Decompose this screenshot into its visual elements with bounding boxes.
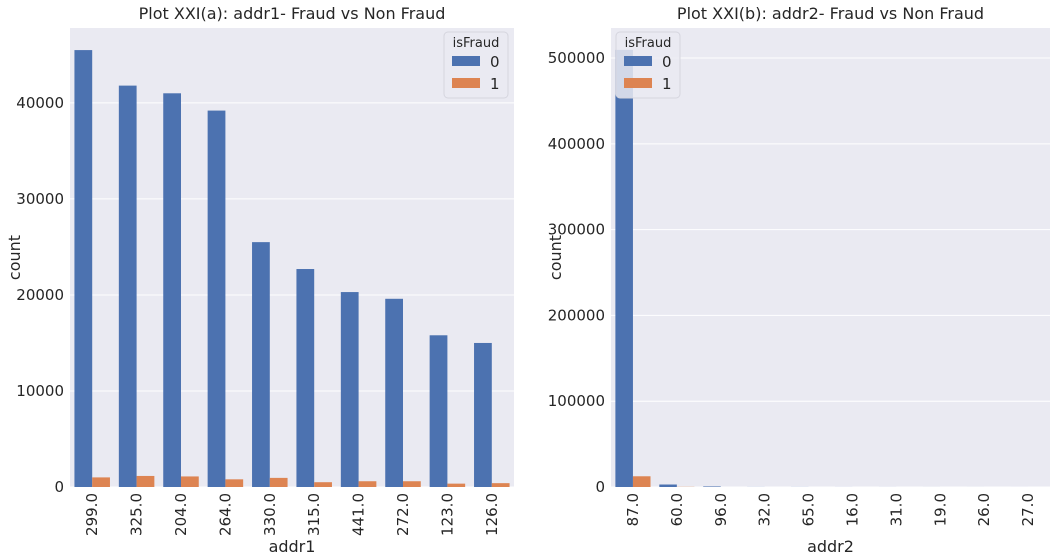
y-tick-label: 200000 bbox=[548, 306, 605, 324]
x-tick-label: 315.0 bbox=[305, 493, 323, 536]
y-axis-label: count bbox=[546, 235, 565, 280]
y-tick-label: 500000 bbox=[548, 49, 605, 67]
bar-series-0 bbox=[252, 242, 270, 487]
x-tick-label: 65.0 bbox=[800, 493, 818, 526]
x-axis-label: addr2 bbox=[807, 537, 854, 556]
x-tick-label: 16.0 bbox=[843, 493, 861, 526]
bar-series-1 bbox=[632, 476, 651, 487]
y-tick-label: 300000 bbox=[548, 221, 605, 239]
legend-label-0: 0 bbox=[662, 53, 672, 71]
legend-swatch-0 bbox=[624, 56, 652, 66]
legend-title: isFraud bbox=[453, 36, 500, 51]
chart-addr2: 0 100000 200000 300000 400000 500000 87.0 60.0 9… bbox=[546, 4, 1050, 556]
legend-label-1: 1 bbox=[662, 75, 672, 93]
x-tick-label: 204.0 bbox=[172, 493, 190, 536]
legend-swatch-1 bbox=[624, 78, 652, 88]
bar-series-0 bbox=[340, 292, 359, 487]
y-tick-label: 400000 bbox=[548, 135, 605, 153]
plot-area bbox=[611, 28, 1050, 487]
chart-addr1: 0 10000 20000 30000 40000 299.0 325.0 204.0 264.… bbox=[5, 4, 514, 556]
x-tick-label: 330.0 bbox=[261, 493, 279, 536]
bar-series-1 bbox=[358, 481, 377, 487]
legend-label-0: 0 bbox=[490, 53, 500, 71]
bar-series-1 bbox=[269, 477, 288, 487]
y-tick-label: 40000 bbox=[16, 94, 64, 112]
x-tick-label: 19.0 bbox=[931, 493, 949, 526]
bar-series-1 bbox=[447, 483, 466, 487]
bar-series-0 bbox=[207, 110, 226, 487]
bar-series-1 bbox=[92, 477, 110, 487]
y-tick-label: 30000 bbox=[16, 190, 64, 208]
chart-title: Plot XXI(b): addr2- Fraud vs Non Fraud bbox=[677, 4, 984, 23]
x-tick-label: 27.0 bbox=[1019, 493, 1037, 526]
bar-series-1 bbox=[403, 481, 421, 487]
legend-swatch-0 bbox=[452, 56, 480, 66]
y-tick-label: 10000 bbox=[16, 382, 64, 400]
bar-series-0 bbox=[385, 298, 403, 487]
legend-label-1: 1 bbox=[490, 75, 500, 93]
bar-series-0 bbox=[118, 85, 137, 488]
bar-series-0 bbox=[474, 342, 492, 487]
x-axis-label: addr1 bbox=[269, 537, 316, 556]
bar-series-1 bbox=[314, 482, 332, 487]
y-axis-label: count bbox=[5, 235, 24, 280]
x-tick-label: 441.0 bbox=[350, 493, 368, 536]
x-tick-label: 26.0 bbox=[975, 493, 993, 526]
bar-series-1 bbox=[491, 483, 510, 487]
bar-series-0 bbox=[74, 50, 93, 487]
x-tick-label: 96.0 bbox=[712, 493, 730, 526]
x-tick-label: 87.0 bbox=[624, 493, 642, 526]
bar-series-0 bbox=[163, 93, 181, 488]
legend-title: isFraud bbox=[625, 36, 672, 51]
y-tick-label: 20000 bbox=[16, 286, 64, 304]
legend-swatch-1 bbox=[452, 78, 480, 88]
bar-series-1 bbox=[181, 476, 199, 487]
x-tick-label: 299.0 bbox=[83, 493, 101, 536]
y-tick-label: 100000 bbox=[548, 392, 605, 410]
chart-title: Plot XXI(a): addr1- Fraud vs Non Fraud bbox=[139, 4, 446, 23]
x-tick-label: 325.0 bbox=[128, 493, 146, 536]
x-tick-label: 31.0 bbox=[887, 493, 905, 526]
x-tick-label: 32.0 bbox=[756, 493, 774, 526]
bar-series-0 bbox=[296, 269, 315, 487]
y-tick-label: 0 bbox=[54, 478, 64, 496]
bar-series-0 bbox=[659, 484, 677, 487]
bar-series-1 bbox=[225, 479, 244, 487]
bar-series-0 bbox=[703, 486, 721, 487]
bar-series-0 bbox=[615, 49, 633, 488]
bar-series-0 bbox=[429, 335, 448, 487]
x-tick-label: 126.0 bbox=[483, 493, 501, 536]
x-tick-label: 60.0 bbox=[668, 493, 686, 526]
x-tick-label: 264.0 bbox=[216, 493, 234, 536]
x-tick-label: 272.0 bbox=[394, 493, 412, 536]
bar-series-1 bbox=[136, 475, 155, 487]
y-tick-label: 0 bbox=[595, 478, 605, 496]
x-tick-label: 123.0 bbox=[438, 493, 456, 536]
